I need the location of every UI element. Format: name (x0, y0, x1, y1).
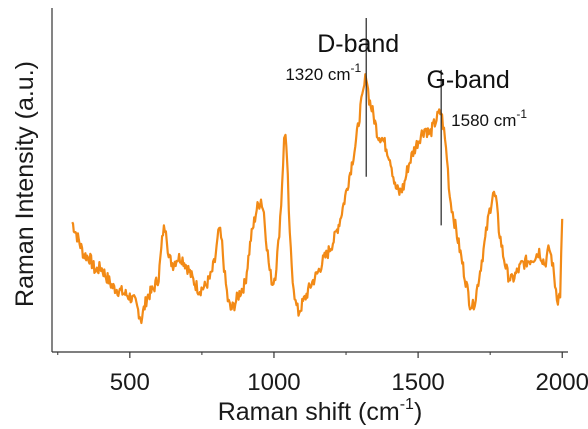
x-axis-ticks (57, 352, 563, 358)
band-annotations: D-band 1320 cm-1 G-band 1580 cm-1 (285, 18, 527, 226)
raman-spectrum-line (71, 73, 564, 325)
g-band-label: G-band (426, 66, 509, 94)
d-band-wavenumber-label: 1320 cm-1 (285, 61, 361, 84)
x-tick-label: 2000 (536, 369, 588, 396)
x-axis-tick-labels: 500 1000 1500 2000 (110, 369, 588, 396)
x-tick-label: 500 (110, 369, 150, 396)
d-band-label: D-band (317, 30, 399, 58)
g-band-wavenumber-label: 1580 cm-1 (451, 107, 527, 130)
y-axis-title: Raman Intensity (a.u.) (11, 61, 39, 307)
x-tick-label: 1000 (247, 369, 300, 396)
x-tick-label: 1500 (391, 369, 444, 396)
x-axis-title: Raman shift (cm-1) (218, 396, 423, 426)
